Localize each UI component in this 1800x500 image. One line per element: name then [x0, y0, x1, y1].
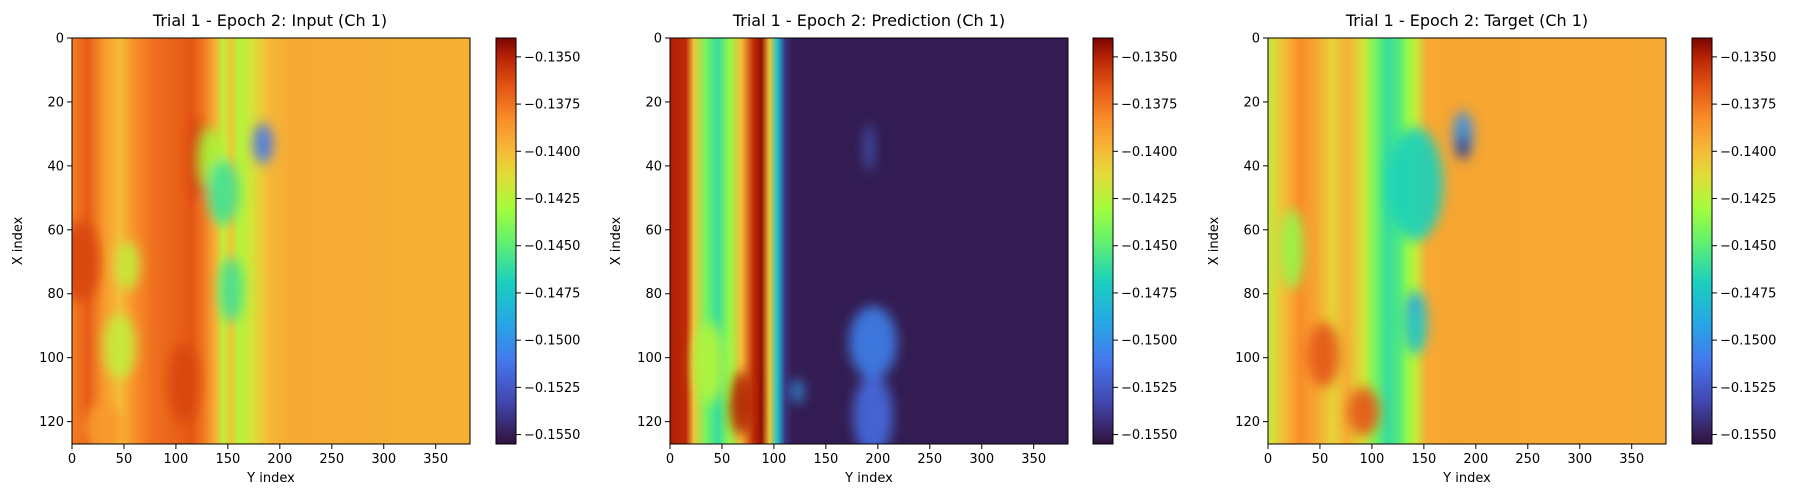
x-tick-label: 250: [1515, 452, 1540, 467]
axes-frame: [1267, 37, 1667, 445]
x-tick-label: 200: [1463, 452, 1488, 467]
colorbar-tick-label: −0.1525: [1121, 381, 1177, 396]
y-tick-label: 120: [1235, 415, 1260, 430]
y-tick-label: 100: [637, 351, 662, 366]
x-axis-label: Y index: [1442, 471, 1491, 486]
x-tick-label: 350: [423, 452, 448, 467]
x-tick-label: 50: [714, 452, 731, 467]
y-tick-label: 0: [1252, 32, 1260, 47]
colorbar-tick-label: −0.1500: [524, 334, 580, 349]
colorbar-tick-label: −0.1425: [1720, 192, 1776, 207]
y-tick-label: 20: [47, 95, 64, 110]
x-tick-label: 0: [68, 452, 76, 467]
colorbar-tick-label: −0.1500: [1720, 334, 1776, 349]
y-tick-label: 80: [1243, 287, 1260, 302]
colorbar-gradient: [1092, 37, 1114, 445]
colorbar: −0.1350 −0.1375 −0.1400 −0.1425 −0.1450 −0.14…: [495, 37, 580, 445]
x-tick-label: 350: [1619, 452, 1644, 467]
colorbar-tick-label: −0.1375: [1121, 98, 1177, 113]
colorbar-tick-label: −0.1350: [1121, 50, 1177, 65]
colorbar-tick-label: −0.1550: [1720, 428, 1776, 443]
colorbar-tick-label: −0.1400: [524, 145, 580, 160]
y-tick-label: 80: [47, 287, 64, 302]
x-tick-label: 0: [666, 452, 674, 467]
x-tick-label: 300: [1567, 452, 1592, 467]
y-tick-label: 60: [47, 223, 64, 238]
subplot-title: Trial 1 - Epoch 2: Target (Ch 1): [1345, 11, 1588, 30]
colorbar-tick-label: −0.1350: [524, 50, 580, 65]
colorbar-tick-label: −0.1425: [524, 192, 580, 207]
axes-frame: [669, 37, 1069, 445]
colorbar-gradient: [1691, 37, 1713, 445]
colorbar-tick-label: −0.1400: [1720, 145, 1776, 160]
colorbar-tick-label: −0.1475: [1121, 286, 1177, 301]
subplot-3: Trial 1 - Epoch 2: Target (Ch 1) 0 50 100 15…: [1207, 11, 1776, 486]
x-tick-label: 350: [1021, 452, 1046, 467]
x-tick-label: 200: [267, 452, 292, 467]
x-tick-label: 300: [371, 452, 396, 467]
x-tick-label: 100: [164, 452, 189, 467]
y-axis-label: X index: [609, 216, 624, 265]
subplot-title: Trial 1 - Epoch 2: Input (Ch 1): [152, 11, 387, 30]
y-tick-label: 40: [47, 159, 64, 174]
x-tick-label: 250: [917, 452, 942, 467]
x-axis-label: Y index: [844, 471, 893, 486]
x-tick-label: 150: [215, 452, 240, 467]
colorbar-tick-label: −0.1525: [1720, 381, 1776, 396]
colorbar-tick-label: −0.1425: [1121, 192, 1177, 207]
x-tick-label: 250: [319, 452, 344, 467]
y-tick-label: 120: [637, 415, 662, 430]
y-axis-label: X index: [11, 216, 26, 265]
colorbar-tick-label: −0.1400: [1121, 145, 1177, 160]
colorbar-tick-label: −0.1500: [1121, 334, 1177, 349]
colorbar-tick-label: −0.1350: [1720, 50, 1776, 65]
x-tick-label: 0: [1264, 452, 1272, 467]
x-tick-label: 200: [865, 452, 890, 467]
x-tick-label: 300: [969, 452, 994, 467]
colorbar-gradient: [495, 37, 517, 445]
colorbar-tick-label: −0.1475: [1720, 286, 1776, 301]
colorbar-tick-label: −0.1450: [1720, 239, 1776, 254]
subplot-1: Trial 1 - Epoch 2: Input (Ch 1) 0 50 100 150…: [11, 11, 580, 486]
heatmap-image: [72, 38, 470, 444]
colorbar: −0.1350 −0.1375 −0.1400 −0.1425 −0.1450 −0.14…: [1691, 37, 1776, 445]
x-tick-label: 150: [1411, 452, 1436, 467]
y-tick-label: 100: [1235, 351, 1260, 366]
x-tick-label: 50: [116, 452, 133, 467]
colorbar-tick-label: −0.1450: [1121, 239, 1177, 254]
x-axis-label: Y index: [246, 471, 295, 486]
y-tick-label: 100: [39, 351, 64, 366]
x-tick-label: 150: [813, 452, 838, 467]
y-tick-label: 0: [56, 32, 64, 47]
x-tick-label: 100: [762, 452, 787, 467]
y-tick-label: 60: [1243, 223, 1260, 238]
x-tick-label: 50: [1312, 452, 1329, 467]
colorbar-tick-label: −0.1475: [524, 286, 580, 301]
colorbar-tick-label: −0.1550: [524, 428, 580, 443]
subplot-title: Trial 1 - Epoch 2: Prediction (Ch 1): [732, 11, 1005, 30]
y-tick-label: 0: [654, 32, 662, 47]
y-tick-label: 80: [645, 287, 662, 302]
colorbar-tick-label: −0.1525: [524, 381, 580, 396]
y-tick-label: 120: [39, 415, 64, 430]
x-tick-label: 100: [1360, 452, 1385, 467]
colorbar-tick-label: −0.1550: [1121, 428, 1177, 443]
axes-frame: [71, 37, 471, 445]
colorbar: −0.1350 −0.1375 −0.1400 −0.1425 −0.1450 −0.14…: [1092, 37, 1177, 445]
y-axis-label: X index: [1207, 216, 1222, 265]
subplot-2: Trial 1 - Epoch 2: Prediction (Ch 1) 0 50 1…: [609, 11, 1177, 486]
colorbar-tick-label: −0.1375: [1720, 98, 1776, 113]
heatmap-image: [1268, 38, 1666, 444]
y-tick-label: 20: [645, 95, 662, 110]
y-tick-label: 40: [1243, 159, 1260, 174]
y-tick-label: 40: [645, 159, 662, 174]
y-tick-label: 60: [645, 223, 662, 238]
colorbar-tick-label: −0.1375: [524, 98, 580, 113]
heatmap-image: [670, 38, 1068, 444]
y-tick-label: 20: [1243, 95, 1260, 110]
colorbar-tick-label: −0.1450: [524, 239, 580, 254]
